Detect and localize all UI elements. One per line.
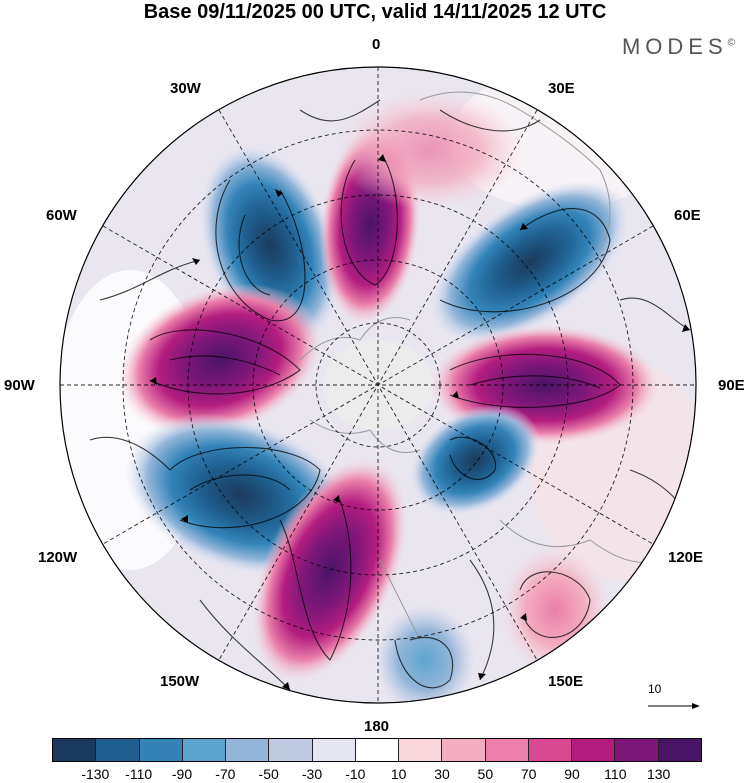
colorbar-tick-label: -30 (301, 766, 323, 782)
colorbar-tick-label: 10 (390, 766, 407, 782)
colorbar-tick-label: 110 (604, 766, 627, 782)
lon-label-60w: 60W (46, 207, 77, 224)
graticule (60, 67, 696, 703)
colorbar-tick-label: 30 (434, 766, 450, 782)
colorbar-cell (399, 739, 443, 761)
colorbar-cell (96, 739, 140, 761)
reference-vector (648, 703, 700, 709)
colorbar-cell (572, 739, 616, 761)
anomaly-high-s (252, 457, 408, 683)
colorbar-tick-label: 70 (520, 766, 537, 782)
colorbar-cell (528, 739, 573, 761)
field-layer (60, 67, 696, 703)
reference-vector-label: 10 (648, 682, 662, 696)
colorbar-tick-label: 90 (564, 766, 580, 782)
lon-label-30e: 30E (548, 80, 575, 97)
lon-label-120w: 120W (38, 549, 78, 566)
anomaly-low-s (375, 605, 475, 703)
colorbar-cell (312, 739, 356, 761)
colorbar-tick-label: 50 (477, 766, 494, 782)
colorbar-tick-label: -110 (125, 766, 153, 782)
colorbar-cell (53, 739, 97, 761)
colorbar-cell (226, 739, 270, 761)
lon-label-90w: 90W (4, 377, 35, 394)
colorbar-cell (658, 739, 701, 761)
lon-label-150e: 150E (548, 673, 584, 690)
colorbar-cell (485, 739, 529, 761)
map-boundary (59, 66, 697, 704)
anomaly-low-e (409, 404, 541, 516)
colorbar (52, 738, 702, 762)
colorbar-cell (442, 739, 486, 761)
lon-label-30w: 30W (170, 80, 201, 97)
colorbar-cell (615, 739, 659, 761)
colorbar-cell (355, 739, 400, 761)
brand-logo: MODES© (621, 34, 740, 59)
colorbar-cell (269, 739, 313, 761)
colorbar-tick-label: -50 (258, 766, 279, 782)
colorbar-tick-label: -130 (81, 766, 110, 782)
colorbar-tick-label: -10 (345, 766, 366, 782)
anomaly-high-se (500, 545, 610, 675)
colorbar-cell (182, 739, 227, 761)
lon-label-0: 0 (372, 36, 381, 53)
lon-label-120e: 120E (668, 549, 704, 566)
anomaly-high-w (118, 283, 322, 437)
lon-label-180: 180 (364, 718, 390, 735)
lon-label-60e: 60E (674, 207, 701, 224)
colorbar-tick-label: -90 (171, 766, 193, 782)
colorbar-tick-label: 130 (646, 766, 671, 782)
lon-label-90e: 90E (718, 377, 745, 394)
wind-arrowheads (150, 154, 690, 690)
coastlines (299, 91, 661, 641)
wind-streamlines (89, 99, 691, 691)
anomaly-low-ne (429, 179, 631, 345)
lon-label-150w: 150W (160, 673, 200, 690)
colorbar-tick-label: -70 (215, 766, 236, 782)
map-title: Base 09/11/2025 00 UTC, valid 14/11/2025… (143, 1, 607, 23)
colorbar-cell (139, 739, 183, 761)
